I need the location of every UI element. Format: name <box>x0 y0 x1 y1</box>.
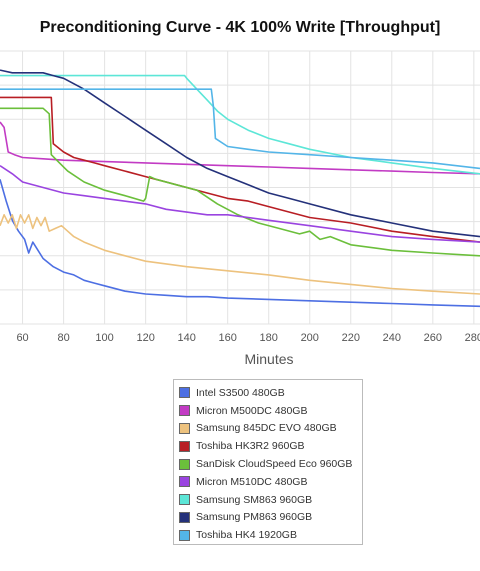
legend-item: Micron M510DC 480GB <box>174 473 362 491</box>
legend-label: Toshiba HK4 1920GB <box>196 529 297 542</box>
legend-swatch <box>179 422 190 434</box>
series-line <box>0 88 480 170</box>
x-tick-label: 160 <box>219 332 237 344</box>
legend-swatch <box>179 405 190 417</box>
legend-label: Samsung PM863 960GB <box>196 511 313 524</box>
legend-label: Micron M510DC 480GB <box>196 475 308 488</box>
legend-swatch <box>179 529 190 541</box>
series-line <box>0 214 480 295</box>
series-line <box>0 74 480 175</box>
x-tick-label: 140 <box>177 332 195 344</box>
legend-swatch <box>179 458 190 470</box>
x-tick-label: 120 <box>136 332 154 344</box>
legend-label: Samsung SM863 960GB <box>196 493 313 506</box>
legend-item: Toshiba HK4 1920GB <box>174 526 362 544</box>
legend-label: Micron M500DC 480GB <box>196 404 308 417</box>
legend-swatch <box>179 387 190 399</box>
x-tick-label: 220 <box>342 332 360 344</box>
series-line <box>0 165 480 243</box>
series-line <box>0 121 480 175</box>
legend-item: Intel S3500 480GB <box>174 384 362 402</box>
x-tick-label: 180 <box>260 332 278 344</box>
legend-label: Intel S3500 480GB <box>196 386 285 399</box>
legend-item: Samsung SM863 960GB <box>174 491 362 509</box>
x-tick-label: 280 <box>465 332 480 344</box>
grid <box>0 50 480 325</box>
legend-item: Toshiba HK3R2 960GB <box>174 437 362 455</box>
series-line <box>0 107 480 257</box>
x-tick-label: 60 <box>16 332 28 344</box>
line-chart: 60 80 100 120 140 160 180 200 220 240 260 280 Minut… <box>0 50 480 367</box>
x-tick-label: 240 <box>383 332 401 344</box>
legend-swatch <box>179 476 190 488</box>
legend-swatch <box>179 511 190 523</box>
legend-swatch <box>179 494 190 506</box>
x-tick-label: 200 <box>301 332 319 344</box>
legend-item: SanDisk CloudSpeed Eco 960GB <box>174 455 362 473</box>
legend-item: Samsung 845DC EVO 480GB <box>174 420 362 438</box>
legend-label: SanDisk CloudSpeed Eco 960GB <box>196 458 353 471</box>
x-tick-label: 100 <box>95 332 113 344</box>
legend: Intel S3500 480GB Micron M500DC 480GB Sams… <box>173 379 363 545</box>
legend-label: Toshiba HK3R2 960GB <box>196 440 305 453</box>
chart-title: Preconditioning Curve - 4K 100% Write [T… <box>39 19 441 36</box>
x-tick-label: 80 <box>57 332 69 344</box>
legend-swatch <box>179 440 190 452</box>
series-lines <box>0 69 480 308</box>
legend-item: Samsung PM863 960GB <box>174 509 362 527</box>
x-axis-ticks: 60 80 100 120 140 160 180 200 220 240 260 280 <box>16 332 480 344</box>
series-line <box>0 179 480 308</box>
series-line <box>0 69 480 238</box>
legend-item: Micron M500DC 480GB <box>174 402 362 420</box>
x-tick-label: 260 <box>424 332 442 344</box>
x-axis-label: Minutes <box>244 351 293 367</box>
legend-label: Samsung 845DC EVO 480GB <box>196 422 337 435</box>
